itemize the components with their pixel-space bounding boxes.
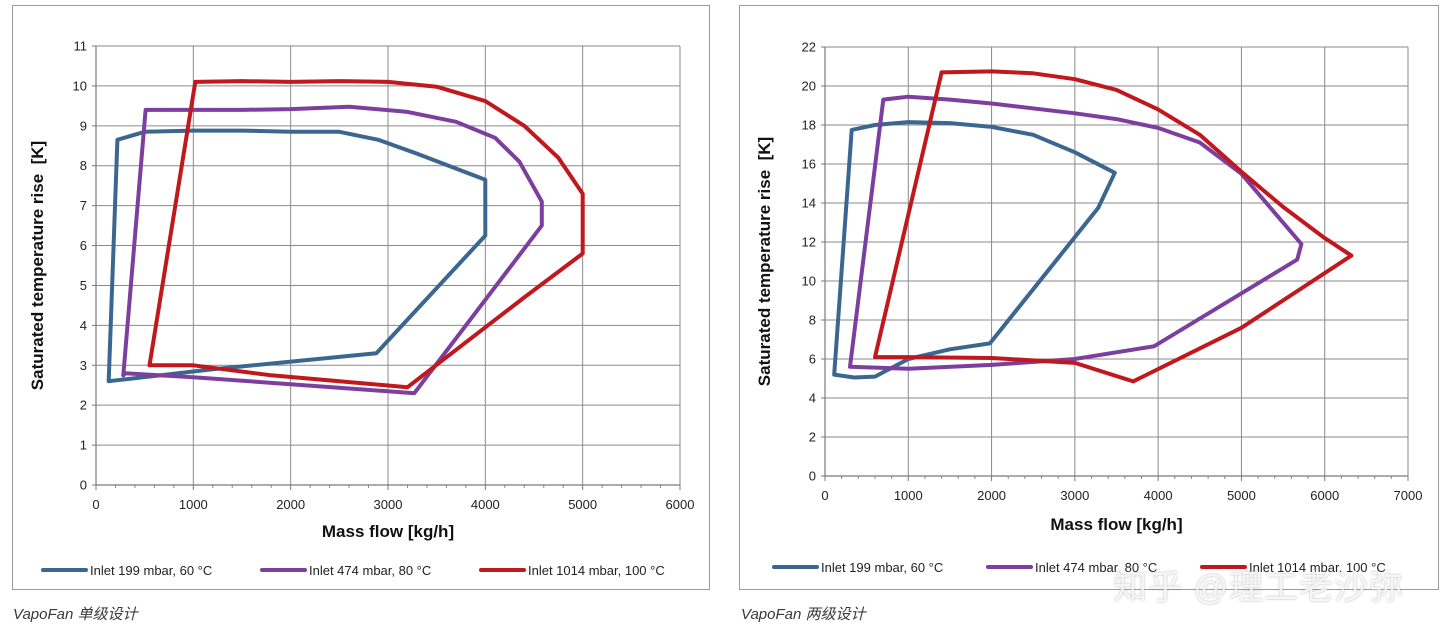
caption-single-stage: VapoFan 单级设计	[13, 606, 138, 623]
tick-label-x: 5000	[1227, 488, 1256, 503]
chart-panel-left: 0 1 2 3 4 5 6 7 8 9 10 11 0 1000 2000 3000 4000 5000 6000 M…	[12, 5, 710, 590]
tick-label-x: 1000	[179, 497, 208, 512]
series-line-2	[121, 104, 544, 396]
tick-label-y: 8	[809, 313, 816, 328]
y-axis-title: Saturated temperature rise [K]	[28, 141, 47, 390]
tick-label-x: 6000	[666, 497, 695, 512]
y-axis-title: Saturated temperature rise [K]	[755, 137, 774, 386]
tick-label-y: 4	[80, 318, 87, 333]
x-axis-title: Mass flow [kg/h]	[322, 522, 454, 541]
tick-label-y: 12	[802, 235, 816, 250]
tick-label-y: 22	[802, 40, 816, 55]
tick-label-y: 20	[802, 79, 816, 94]
tick-label-x: 6000	[1310, 488, 1339, 503]
tick-label-x: 3000	[1060, 488, 1089, 503]
legend-label-1: Inlet 199 mbar, 60 °C	[821, 560, 943, 575]
tick-label-y: 9	[80, 118, 87, 133]
legend-label-1: Inlet 199 mbar, 60 °C	[90, 563, 212, 578]
tick-label-x: 4000	[471, 497, 500, 512]
tick-label-y: 7	[80, 198, 87, 213]
tick-label-y: 18	[802, 118, 816, 133]
watermark: 知乎 @理工老沙弥	[1113, 569, 1404, 607]
tick-label-y: 4	[809, 391, 816, 406]
tick-label-y: 6	[809, 352, 816, 367]
tick-label-x: 3000	[374, 497, 403, 512]
tick-label-y: 14	[802, 196, 816, 211]
tick-label-x: 2000	[276, 497, 305, 512]
tick-label-x: 4000	[1144, 488, 1173, 503]
grid	[824, 46, 1409, 479]
tick-label-y: 5	[80, 278, 87, 293]
legend-label-2: Inlet 474 mbar, 80 °C	[309, 563, 431, 578]
chart-panel-right: 0 2 4 6 8 10 12 14 16 18 20 22 0 1000 2000 3000 4000 5000…	[739, 5, 1439, 590]
tick-label-x: 0	[92, 497, 99, 512]
series-line-3	[873, 69, 1354, 384]
legend-label-2: Inlet 474 mbar, 80 °C	[1035, 560, 1157, 575]
tick-label-x: 1000	[894, 488, 923, 503]
grid	[95, 45, 681, 488]
tick-label-y: 10	[73, 78, 87, 93]
tick-label-y: 0	[80, 478, 87, 493]
tick-label-y: 16	[802, 157, 816, 172]
tick-label-y: 2	[80, 398, 87, 413]
tick-label-y: 6	[80, 238, 87, 253]
tick-label-y: 8	[80, 158, 87, 173]
legend-label-3: Inlet 1014 mbar, 100 °C	[528, 563, 665, 578]
tick-label-y: 0	[809, 469, 816, 484]
tick-label-y: 11	[74, 39, 88, 54]
tick-label-x: 2000	[977, 488, 1006, 503]
tick-label-x: 0	[821, 488, 828, 503]
caption-two-stage: VapoFan 两级设计	[741, 606, 866, 623]
chart-two-stage: 0 2 4 6 8 10 12 14 16 18 20 22 0 1000 2000 3000 4000 5000…	[755, 40, 1423, 576]
chart-single-stage: 0 1 2 3 4 5 6 7 8 9 10 11 0 1000 2000 3000 4000 5000 6000 M…	[28, 39, 695, 579]
series-line-3	[147, 79, 585, 390]
legend-label-3: Inlet 1014 mbar, 100 °C	[1249, 560, 1386, 575]
series-line-1	[106, 128, 488, 384]
tick-label-y: 10	[802, 274, 816, 289]
tick-label-y: 3	[80, 358, 87, 373]
series-line-2	[848, 94, 1304, 371]
tick-label-y: 2	[809, 430, 816, 445]
tick-label-y: 1	[80, 438, 87, 453]
tick-label-x: 7000	[1394, 488, 1423, 503]
x-axis-title: Mass flow [kg/h]	[1050, 515, 1182, 534]
tick-label-x: 5000	[568, 497, 597, 512]
